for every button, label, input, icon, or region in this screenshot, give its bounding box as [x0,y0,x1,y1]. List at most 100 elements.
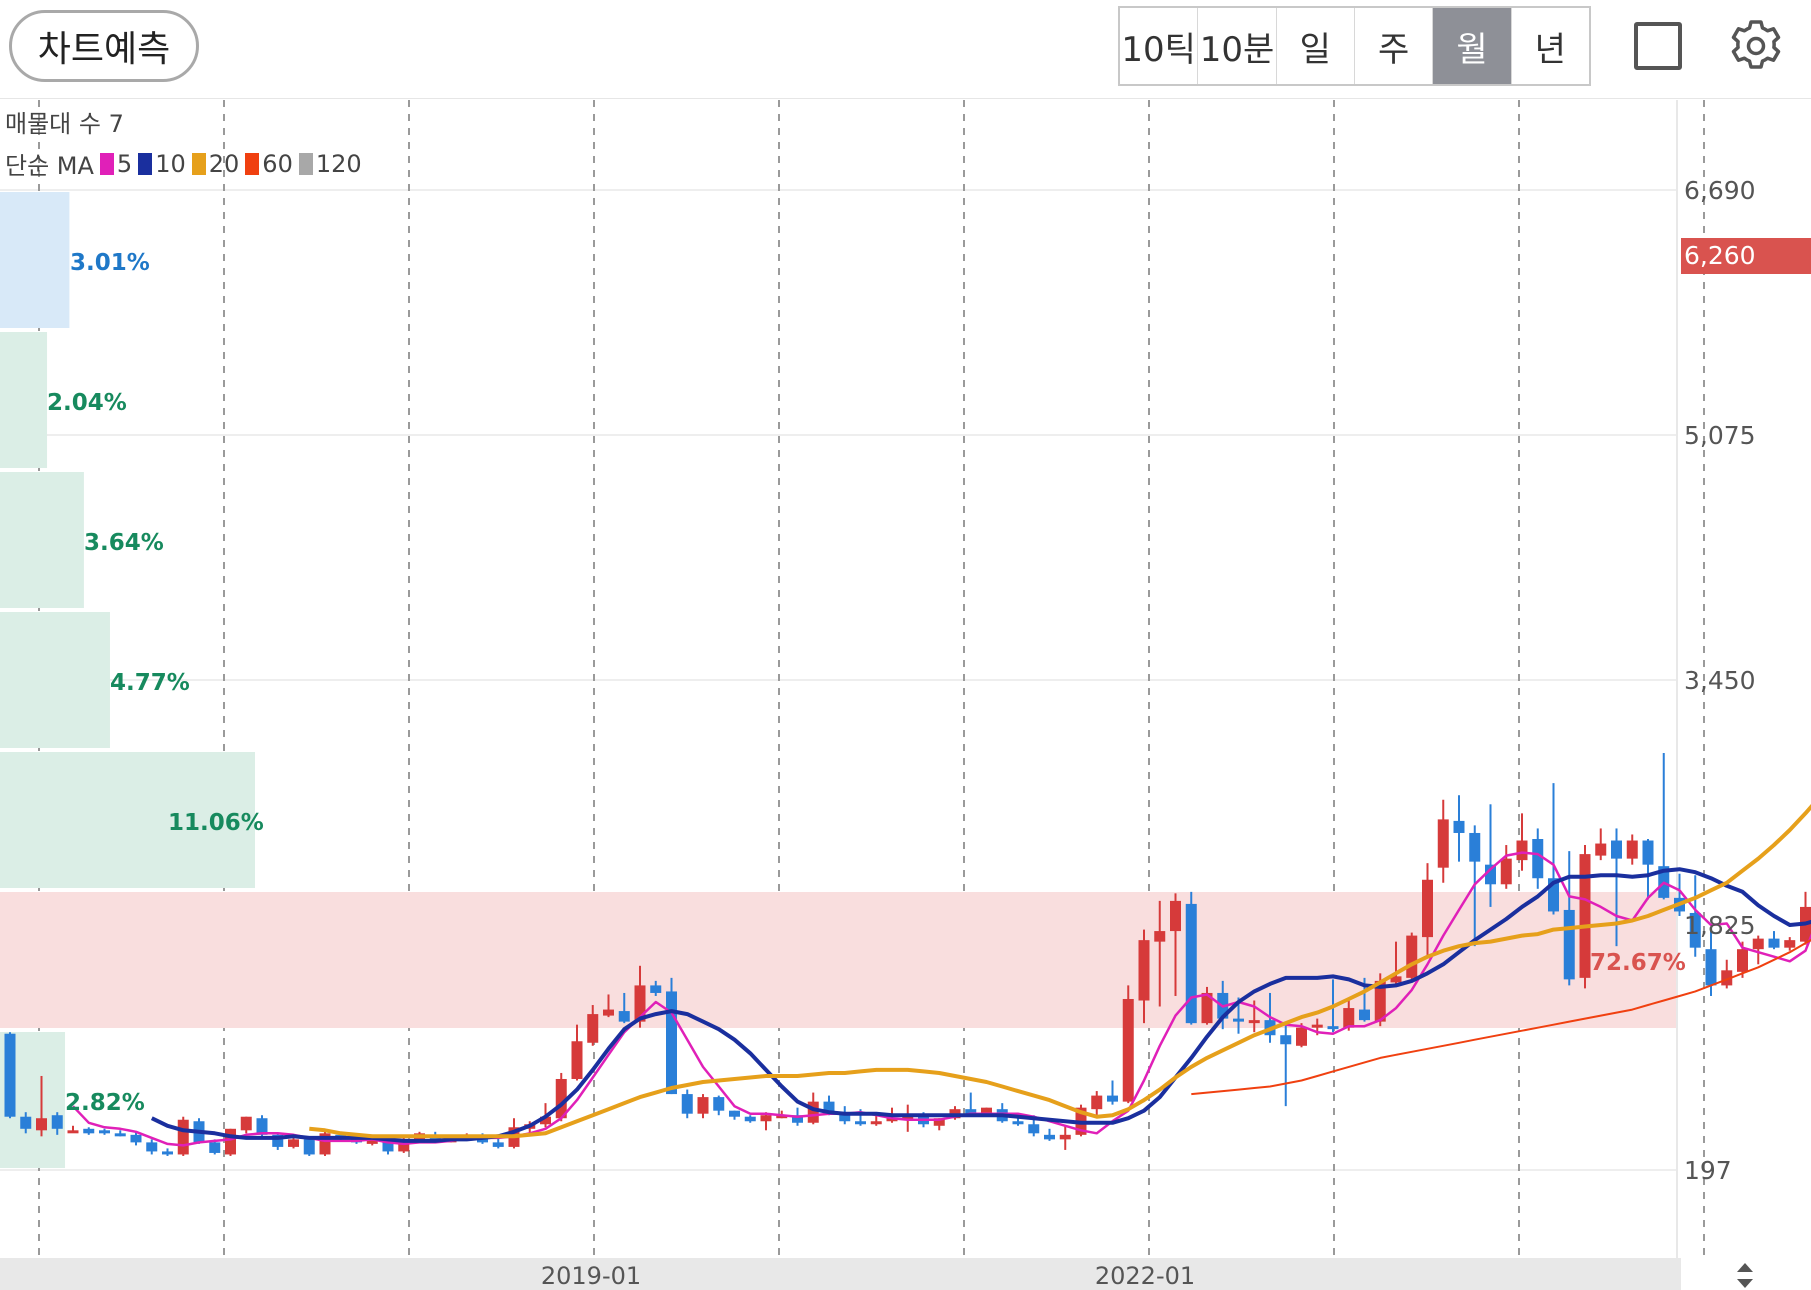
candle-body-108 [1705,949,1717,986]
candle-body-65 [1028,1124,1040,1134]
volume-profile-label-1: 3.01% [70,250,150,276]
volume-profile-label-5: 11.06% [168,810,264,836]
candle-body-7 [114,1133,126,1137]
candle-body-10 [162,1151,173,1155]
candle-body-51 [807,1101,819,1123]
candle-body-40 [634,985,646,1022]
tab-year[interactable]: 년 [1534,29,1566,70]
ma-60-line [1191,938,1811,1096]
ma-20-swatch [191,152,206,175]
candle-body-34 [540,1116,551,1125]
candle-body-97 [1532,839,1544,879]
candle-body-5 [83,1128,95,1134]
tab-10-tick[interactable]: 10틱 [1120,8,1199,84]
candle-body-4 [67,1130,79,1134]
candle-body-13 [209,1142,221,1153]
volume-profile-bars [0,192,255,1168]
y-tick-6690: 6,690 [1684,176,1756,205]
candle-body-8 [130,1134,142,1143]
fullscreen-icon[interactable] [1634,22,1682,70]
candle-body-41 [650,985,662,993]
scroll-arrows-icon[interactable] [1730,1260,1760,1290]
candle-body-45 [713,1097,725,1111]
volume-bar-1 [0,192,70,328]
volume-bar-4 [0,612,110,748]
candle-body-89 [1406,935,1418,978]
settings-gear-icon[interactable] [1728,18,1784,74]
ma-5-swatch [99,152,114,175]
header-divider [0,98,1811,99]
candle-body-37 [587,1014,599,1043]
volume-profile-label-7: 2.82% [65,1090,145,1116]
volume-profile-label-4: 4.77% [110,670,190,696]
candle-body-62 [981,1107,992,1116]
candle-body-0 [4,1033,16,1117]
tab-day[interactable]: 일 [1277,8,1355,84]
candle-body-64 [1012,1121,1024,1125]
candle-body-75 [1185,903,1197,1024]
candle-body-39 [618,1011,630,1022]
candlestick-series [4,752,1811,1156]
candle-body-110 [1737,949,1748,972]
candle-body-55 [870,1121,882,1125]
candle-body-25 [398,1139,410,1152]
candle-body-113 [1784,940,1796,948]
candle-body-88 [1390,976,1402,983]
ma-5-line [72,851,1811,1147]
candle-body-109 [1721,970,1733,986]
candle-body-95 [1500,858,1512,885]
y-tick-5075: 5,075 [1684,421,1756,450]
candle-body-18 [288,1139,299,1147]
volume-profile-legend: 매물대 수 7 [5,110,124,138]
candle-body-61 [965,1109,977,1116]
period-tabs: 10틱 10분 일 주 월 년 [1118,6,1591,86]
ma-legend-prefix: 단순 MA [5,152,94,180]
candle-body-71 [1122,998,1134,1102]
candle-body-24 [382,1137,394,1152]
candle-body-83 [1311,1024,1323,1028]
ma-120-label: 120 [315,149,362,178]
volume-profile-label-2: 2.04% [47,390,127,416]
candle-body-44 [697,1097,709,1114]
tab-week[interactable]: 주 [1355,8,1434,84]
tab-10-min[interactable]: 10분 [1198,8,1277,84]
ma-legend[interactable]: 단순 MA 5 10 20 60 120 [5,146,362,181]
ma-20-line [309,803,1811,1139]
candle-body-16 [256,1118,268,1135]
candle-body-47 [744,1116,756,1122]
candle-body-38 [603,1009,614,1016]
candle-body-90 [1422,879,1433,938]
candle-body-100 [1579,854,1591,978]
candle-body-53 [839,1112,851,1122]
candle-body-111 [1752,938,1764,950]
candle-body-9 [146,1142,158,1152]
moving-average-lines [72,803,1811,1147]
candle-body-78 [1233,1018,1244,1022]
candle-body-73 [1154,931,1166,942]
ma-60-swatch [245,152,260,175]
candle-body-102 [1611,840,1622,859]
volume-bar-2 [0,332,48,468]
ma-10-line [150,867,1811,1143]
candle-body-70 [1107,1095,1118,1102]
ma-10-swatch [138,152,153,175]
time-axis[interactable] [0,1258,1681,1290]
candle-body-94 [1485,864,1496,885]
candle-body-11 [177,1119,189,1155]
candle-body-14 [225,1128,236,1155]
ma-5-label: 5 [116,149,133,178]
chart-predict-button[interactable]: 차트예측 [9,10,199,82]
y-tick-197: 197 [1684,1156,1732,1185]
candle-body-20 [319,1133,331,1155]
ma-60-label: 60 [262,149,293,178]
tab-month[interactable]: 월 [1433,8,1512,84]
candle-body-36 [571,1041,583,1079]
candle-body-98 [1548,878,1559,912]
candle-body-91 [1437,819,1449,868]
candle-body-42 [666,991,677,1095]
candle-body-50 [792,1115,803,1123]
x-label-2019-01: 2019-01 [540,1262,642,1290]
candle-body-99 [1563,909,1575,980]
